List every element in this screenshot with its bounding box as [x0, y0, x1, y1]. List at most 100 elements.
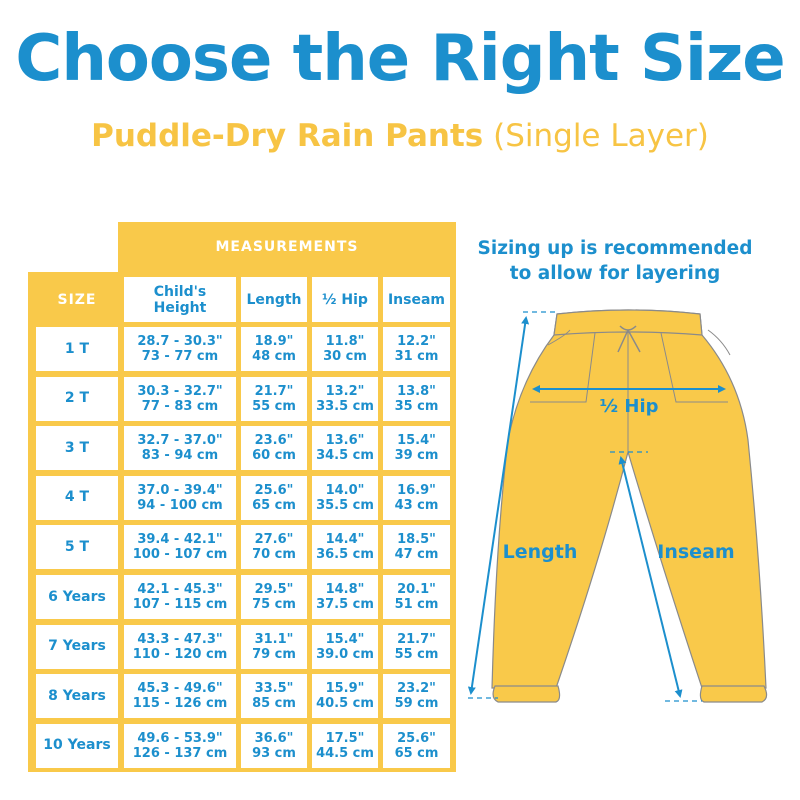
- measurement-cell: 29.5" 75 cm: [241, 575, 307, 619]
- value-inches: 17.5": [325, 730, 365, 746]
- measurement-cell: 42.1 - 45.3" 107 - 115 cm: [124, 575, 236, 619]
- value-inches: 13.6": [325, 433, 365, 449]
- value-cm: 35 cm: [394, 398, 439, 414]
- value-inches: 13.8": [397, 383, 436, 399]
- value-inches: 21.7": [397, 631, 436, 647]
- value-cm: 31 cm: [394, 349, 439, 364]
- measurement-cell: 16.9" 43 cm: [383, 475, 450, 520]
- value-inches: 14.4": [325, 532, 365, 548]
- value-cm: 47 cm: [394, 547, 439, 563]
- product-name: Puddle-Dry Rain Pants: [91, 118, 484, 154]
- size-cell: 7 Years: [36, 624, 118, 669]
- size-cell: 5 T: [36, 525, 118, 570]
- size-cell: 3 T: [36, 426, 118, 471]
- page-title: Choose the Right Size: [15, 22, 785, 96]
- value-inches: 12.2": [397, 334, 436, 349]
- pants-illustration: [491, 309, 768, 703]
- value-inches: 45.3 - 49.6": [137, 681, 223, 697]
- value-inches: 43.3 - 47.3": [137, 631, 223, 647]
- value-inches: 37.0 - 39.4": [137, 482, 223, 498]
- measurement-cell: 39.4 - 42.1" 100 - 107 cm: [124, 525, 236, 570]
- measurement-guides: [467, 311, 726, 702]
- value-cm: 59 cm: [394, 696, 439, 712]
- size-cell: 2 T: [36, 376, 118, 421]
- sizing-note-line-1: Sizing up is recommended: [477, 238, 753, 259]
- value-cm: 94 - 100 cm: [137, 497, 223, 513]
- value-inches: 36.6": [254, 730, 294, 746]
- value-cm: 43 cm: [394, 497, 439, 513]
- measurement-cell: 15.4" 39 cm: [383, 426, 450, 471]
- column-header: SIZE: [57, 291, 97, 308]
- value-cm: 33.5 cm: [316, 398, 374, 414]
- column-header: Length: [241, 277, 307, 322]
- value-cm: 83 - 94 cm: [141, 448, 219, 464]
- value-cm: 110 - 120 cm: [132, 646, 228, 662]
- measurement-cell: 18.9" 48 cm: [241, 327, 307, 371]
- value-cm: 40.5 cm: [316, 696, 374, 712]
- size-cell: 10 Years: [36, 723, 118, 768]
- value-cm: 51 cm: [394, 597, 439, 612]
- value-inches: 30.3 - 32.7": [137, 383, 223, 399]
- value-cm: 65 cm: [394, 745, 439, 761]
- measurement-cell: 33.5" 85 cm: [241, 674, 307, 719]
- value-inches: 32.7 - 37.0": [137, 433, 223, 449]
- value-cm: 93 cm: [252, 745, 296, 761]
- measurement-cell: 45.3 - 49.6" 115 - 126 cm: [124, 674, 236, 719]
- value-cm: 34.5 cm: [316, 448, 374, 464]
- measurement-cell: 17.5" 44.5 cm: [312, 723, 378, 768]
- measurement-cell: 13.6" 34.5 cm: [312, 426, 378, 471]
- measurement-cell: 27.6" 70 cm: [241, 525, 307, 570]
- value-cm: 37.5 cm: [316, 597, 374, 612]
- value-inches: 31.1": [254, 631, 294, 647]
- measurement-cell: 14.0" 35.5 cm: [312, 475, 378, 520]
- measurement-cell: 12.2" 31 cm: [383, 327, 450, 371]
- value-cm: 36.5 cm: [316, 547, 374, 563]
- size-cell: 8 Years: [36, 674, 118, 719]
- value-cm: 65 cm: [252, 497, 296, 513]
- measurement-cell: 14.4" 36.5 cm: [312, 525, 378, 570]
- value-inches: 21.7": [254, 383, 294, 399]
- value-cm: 77 - 83 cm: [141, 398, 219, 414]
- value-cm: 55 cm: [394, 646, 439, 662]
- product-variant: (Single Layer): [493, 118, 709, 154]
- value-inches: 16.9": [397, 482, 436, 498]
- value-inches: 18.9": [254, 334, 294, 349]
- value-inches: 14.8": [325, 582, 365, 597]
- size-cell: 4 T: [36, 475, 118, 520]
- measurement-cell: 25.6" 65 cm: [383, 723, 450, 768]
- value-cm: 107 - 115 cm: [132, 597, 228, 612]
- value-inches: 25.6": [254, 482, 294, 498]
- value-cm: 115 - 126 cm: [132, 696, 228, 712]
- measurement-cell: 49.6 - 53.9" 126 - 137 cm: [124, 723, 236, 768]
- value-inches: 14.0": [325, 482, 365, 498]
- value-inches: 15.4": [325, 631, 365, 647]
- hip-label: ½ Hip: [599, 396, 658, 417]
- value-inches: 23.6": [254, 433, 294, 449]
- measurement-cell: 18.5" 47 cm: [383, 525, 450, 570]
- value-cm: 70 cm: [252, 547, 296, 563]
- measurement-cell: 23.2" 59 cm: [383, 674, 450, 719]
- inseam-label: Inseam: [657, 541, 734, 563]
- value-inches: 39.4 - 42.1": [137, 532, 223, 548]
- value-cm: 126 - 137 cm: [132, 745, 228, 761]
- subtitle: Puddle-Dry Rain Pants (Single Layer): [0, 118, 800, 154]
- measurement-cell: 14.8" 37.5 cm: [312, 575, 378, 619]
- value-inches: 33.5": [254, 681, 294, 697]
- sizing-note: Sizing up is recommended to allow for la…: [462, 236, 768, 286]
- measurement-cell: 31.1" 79 cm: [241, 624, 307, 669]
- value-inches: 18.5": [397, 532, 436, 548]
- measurement-cell: 11.8" 30 cm: [312, 327, 378, 371]
- value-cm: 39.0 cm: [316, 646, 374, 662]
- value-cm: 48 cm: [252, 349, 296, 364]
- measurement-cell: 32.7 - 37.0" 83 - 94 cm: [124, 426, 236, 471]
- value-inches: 25.6": [397, 730, 436, 746]
- measurement-cell: 37.0 - 39.4" 94 - 100 cm: [124, 475, 236, 520]
- column-header: Child's Height: [124, 277, 236, 322]
- value-cm: 100 - 107 cm: [132, 547, 228, 563]
- value-cm: 85 cm: [252, 696, 296, 712]
- value-inches: 27.6": [254, 532, 294, 548]
- measurement-cell: 13.8" 35 cm: [383, 376, 450, 421]
- value-inches: 20.1": [397, 582, 436, 597]
- size-table: SIZE Child's Height Length ½ Hip Inseam 1 T 28…: [28, 272, 456, 772]
- value-cm: 44.5 cm: [316, 745, 374, 761]
